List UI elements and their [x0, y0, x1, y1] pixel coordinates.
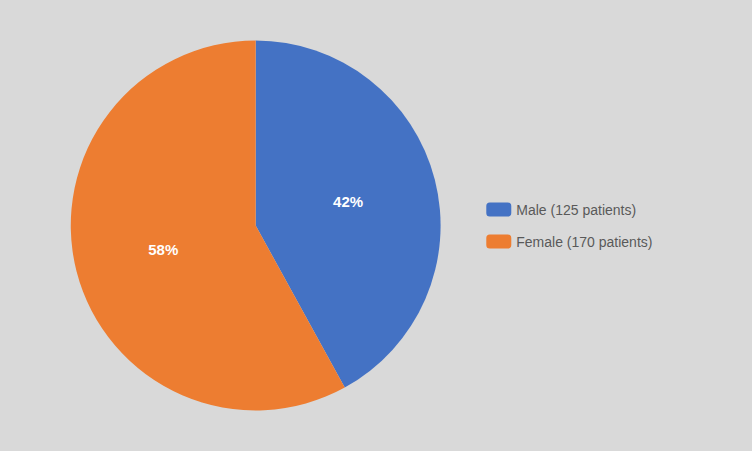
svg-text:Male (125 patients): Male (125 patients): [516, 202, 636, 218]
svg-text:Female (170 patients): Female (170 patients): [516, 234, 652, 250]
svg-text:58%: 58%: [148, 241, 178, 258]
svg-text:42%: 42%: [333, 193, 363, 210]
